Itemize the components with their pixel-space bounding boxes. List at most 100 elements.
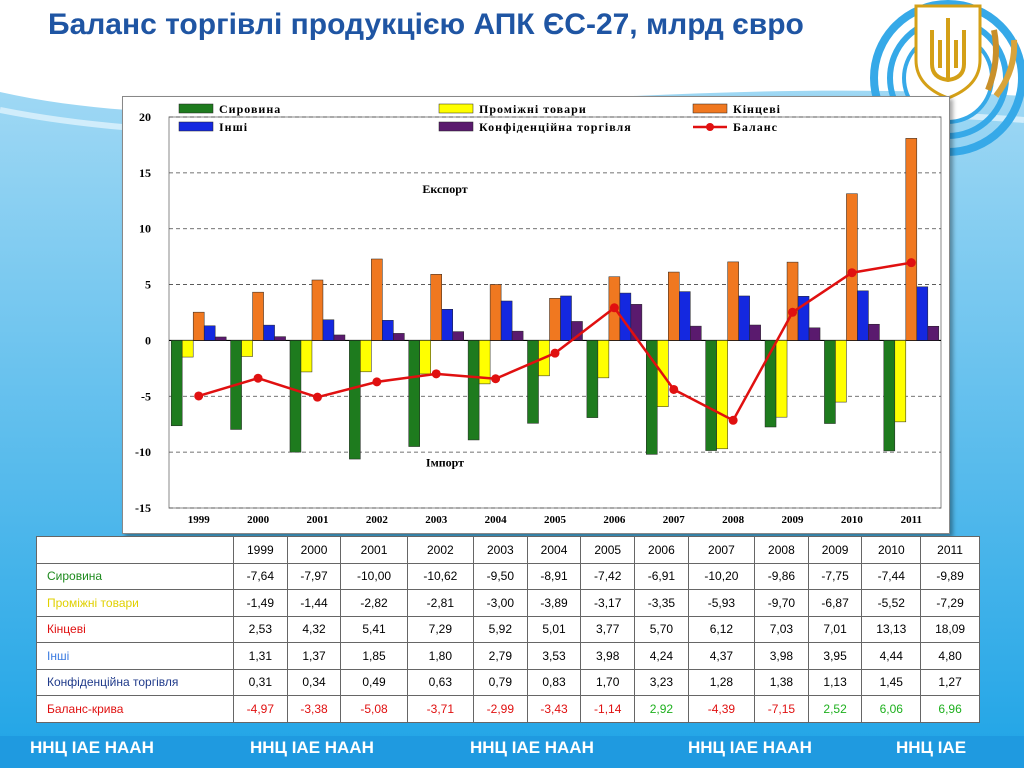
footer-org-label: ННЦ ІАЕ НААН (250, 738, 374, 757)
table-row-label: Інші (36, 642, 234, 670)
table-cell: 7,01 (807, 615, 863, 643)
bar-10-4 (808, 327, 821, 341)
table-cell: -3,89 (526, 589, 582, 617)
bar-4-4 (452, 331, 464, 341)
legend-swatch-4 (438, 121, 474, 132)
table-cell: 3,98 (754, 642, 809, 670)
chart-panel: 20 15 10 5 0 -5 -10 -15 1999 2000 2001 2002 2003 2004… (122, 96, 950, 534)
table-row: Баланс-крива -4,97 -3,38 -5,08 -3,71 -2,99 -3,… (36, 695, 980, 723)
table-row-label: Сировина (36, 562, 234, 590)
bar-2-0 (289, 340, 302, 453)
bar-8-3 (679, 291, 691, 341)
table-cell: 1,31 (233, 642, 288, 670)
y-tick-label: 5 (145, 278, 151, 292)
table-cell: 3,98 (580, 642, 636, 670)
x-tick-label: 2002 (366, 514, 389, 526)
table-cell: 1,45 (861, 668, 922, 696)
table-cell: -7,15 (754, 695, 809, 723)
table-cell: -3,38 (286, 695, 342, 723)
y-tick-label: -5 (141, 389, 151, 403)
table-row-label: Кінцеві (36, 615, 234, 643)
table-header-cell: 2004 (526, 536, 582, 564)
table-header-cell: 2000 (286, 536, 342, 564)
balance-point-6 (550, 348, 560, 358)
x-tick-label: 2008 (722, 514, 745, 526)
bar-5-2 (489, 284, 502, 341)
table-corner-cell (36, 536, 234, 564)
legend-swatch-1 (438, 103, 474, 114)
table-cell: 4,80 (920, 642, 980, 670)
table-cell: 0,83 (526, 668, 582, 696)
table-cell: -3,71 (406, 695, 475, 723)
export-annotation: Експорт (422, 182, 467, 196)
table-cell: 18,09 (920, 615, 980, 643)
table-cell: -10,20 (687, 562, 756, 590)
bar-2-3 (322, 319, 335, 341)
bar-7-0 (586, 340, 599, 418)
bar-0-0 (170, 340, 183, 427)
table-cell: 3,53 (526, 642, 582, 670)
bar-4-0 (408, 340, 420, 447)
legend-label-3: Інші (219, 120, 248, 134)
bar-6-2 (549, 298, 561, 341)
bar-10-3 (797, 296, 810, 341)
table-cell: -3,43 (526, 695, 582, 723)
table-cell: -9,89 (920, 562, 980, 590)
table-cell: 0,63 (406, 668, 475, 696)
bar-8-2 (668, 271, 680, 341)
bar-5-1 (478, 340, 491, 385)
table-cell: -1,44 (286, 589, 342, 617)
y-tick-label: -10 (135, 445, 151, 459)
balance-point-12 (906, 258, 916, 268)
table-header-cell: 2007 (687, 536, 756, 564)
bar-12-1 (894, 340, 907, 423)
bar-3-2 (371, 258, 383, 341)
balance-point-2 (312, 392, 322, 402)
table-cell: -7,44 (861, 562, 922, 590)
table-cell: 5,01 (526, 615, 582, 643)
bar-10-2 (786, 261, 799, 341)
bar-9-4 (749, 324, 761, 341)
table-cell: 2,79 (473, 642, 528, 670)
table-cell: -7,64 (233, 562, 288, 590)
table-body: Сировина -7,64 -7,97 -10,00 -10,62 -9,50 -8,91… (36, 562, 980, 723)
bar-5-3 (500, 300, 513, 341)
table-cell: 6,96 (920, 695, 980, 723)
table-row: Кінцеві 2,53 4,32 5,41 7,29 5,92 5,01 3,77 5,70 6… (36, 615, 980, 643)
table-row-label: Баланс-крива (36, 695, 234, 723)
footer-org-label: ННЦ ІАЕ НААН (30, 738, 154, 757)
footer-org-label: ННЦ ІАЕ НААН (688, 738, 812, 757)
table-header-cell: 2003 (473, 536, 528, 564)
table-cell: -10,62 (406, 562, 475, 590)
legend-swatch-marker (706, 123, 714, 131)
table-header-cell: 2010 (861, 536, 922, 564)
x-tick-label: 2009 (782, 514, 805, 526)
balance-point-3 (372, 377, 382, 387)
legend-label-0: Сировина (219, 102, 281, 116)
table-cell: -7,75 (807, 562, 863, 590)
table-header-cell: 1999 (233, 536, 288, 564)
table-cell: 3,95 (807, 642, 863, 670)
x-tick-label: 2011 (901, 514, 922, 526)
table-cell: -3,17 (580, 589, 636, 617)
footer-org-label: ННЦ ІАЕ НААН (470, 738, 594, 757)
bar-11-3 (857, 290, 869, 341)
table-cell: 1,28 (687, 668, 756, 696)
x-tick-label: 2003 (425, 514, 448, 526)
table-cell: -3,35 (634, 589, 689, 617)
bar-9-2 (727, 261, 739, 341)
x-tick-label: 2007 (663, 514, 686, 526)
table-cell: 1,85 (340, 642, 408, 670)
bar-3-3 (382, 320, 394, 341)
bar-4-1 (419, 340, 431, 375)
bar-3-1 (360, 340, 372, 373)
bar-12-0 (883, 340, 896, 452)
table-cell: -1,49 (233, 589, 288, 617)
bar-0-3 (203, 325, 216, 341)
table-cell: 0,79 (473, 668, 528, 696)
table-row: Сировина -7,64 -7,97 -10,00 -10,62 -9,50 -8,91… (36, 562, 980, 590)
table-cell: -5,08 (340, 695, 408, 723)
y-tick-label: 10 (139, 222, 151, 236)
table-cell: -9,50 (473, 562, 528, 590)
table-cell: 5,92 (473, 615, 528, 643)
